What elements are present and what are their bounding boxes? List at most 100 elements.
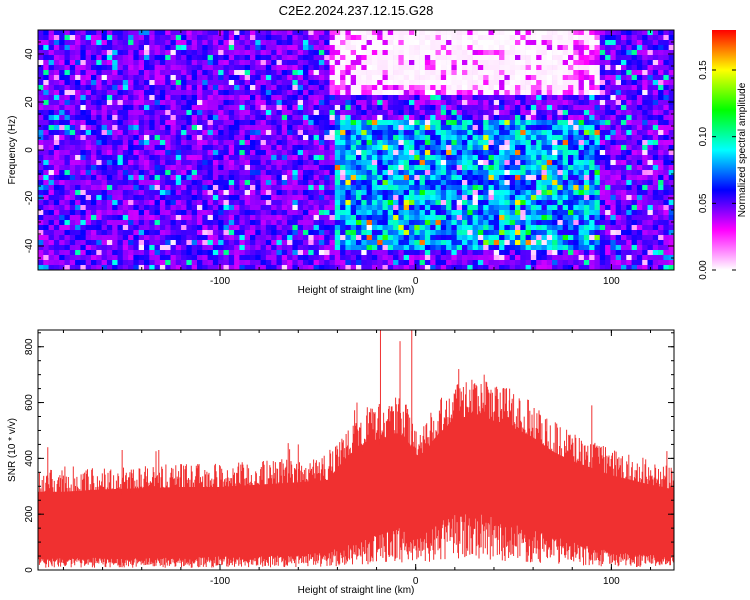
- heatmap-cell: [64, 40, 71, 46]
- heatmap-cell: [101, 125, 108, 131]
- heatmap-cell: [271, 90, 277, 96]
- heatmap-cell: [658, 125, 664, 131]
- heatmap-cell: [647, 225, 654, 231]
- heatmap-cell: [371, 45, 378, 51]
- heatmap-cell: [80, 65, 86, 71]
- heatmap-cell: [234, 210, 240, 216]
- heatmap-cell: [626, 185, 632, 191]
- heatmap-cell: [287, 65, 293, 71]
- heatmap-cell: [568, 40, 574, 46]
- heatmap-cell: [642, 80, 648, 86]
- heatmap-cell: [546, 80, 553, 86]
- heatmap-cell: [621, 80, 627, 86]
- heatmap-cell: [477, 185, 484, 191]
- heatmap-cell: [186, 40, 192, 46]
- heatmap-cell: [165, 75, 171, 81]
- heatmap-cell: [260, 65, 267, 71]
- heatmap-cell: [615, 130, 622, 136]
- heatmap-cell: [520, 135, 526, 141]
- heatmap-cell: [350, 90, 357, 96]
- heatmap-cell: [647, 80, 654, 86]
- heatmap-cell: [361, 105, 367, 111]
- heatmap-cell: [477, 205, 484, 211]
- heatmap-cell: [159, 120, 166, 126]
- heatmap-cell: [647, 105, 654, 111]
- heatmap-cell: [260, 135, 267, 141]
- heatmap-cell: [218, 230, 224, 236]
- heatmap-cell: [207, 200, 214, 206]
- heatmap-cell: [499, 90, 505, 96]
- heatmap-cell: [234, 220, 240, 226]
- heatmap-cell: [48, 140, 55, 146]
- heatmap-cell: [75, 215, 81, 221]
- heatmap-cell: [366, 30, 373, 36]
- heatmap-cell: [594, 170, 601, 176]
- heatmap-cell: [393, 150, 399, 156]
- heatmap-cell: [456, 50, 463, 56]
- heatmap-cell: [530, 50, 537, 56]
- heatmap-cell: [371, 225, 378, 231]
- heatmap-cell: [308, 125, 314, 131]
- heatmap-cell: [223, 150, 230, 156]
- heatmap-cell: [260, 45, 267, 51]
- heatmap-cell: [419, 145, 426, 151]
- heatmap-cell: [530, 225, 537, 231]
- heatmap-cell: [303, 55, 309, 61]
- heatmap-cell: [621, 55, 627, 61]
- heatmap-cell: [652, 160, 659, 166]
- heatmap-cell: [144, 205, 150, 211]
- heatmap-cell: [562, 30, 569, 36]
- heatmap-cell: [202, 165, 208, 171]
- heatmap-cell: [536, 200, 542, 206]
- heatmap-cell: [562, 170, 569, 176]
- heatmap-cell: [393, 55, 399, 61]
- heatmap-cell: [520, 50, 526, 56]
- heatmap-cell: [615, 225, 622, 231]
- heatmap-cell: [175, 210, 182, 216]
- heatmap-cell: [96, 135, 102, 141]
- heatmap-cell: [59, 90, 65, 96]
- heatmap-cell: [303, 125, 309, 131]
- heatmap-cell: [244, 75, 251, 81]
- heatmap-cell: [324, 65, 330, 71]
- heatmap-cell: [578, 110, 585, 116]
- heatmap-cell: [239, 70, 245, 76]
- heatmap-cell: [377, 60, 383, 66]
- heatmap-cell: [493, 190, 500, 196]
- heatmap-cell: [499, 105, 505, 111]
- heatmap-cell: [562, 45, 569, 51]
- heatmap-cell: [128, 55, 134, 61]
- heatmap-cell: [647, 120, 654, 126]
- heatmap-cell: [446, 150, 452, 156]
- heatmap-cell: [594, 105, 601, 111]
- heatmap-cell: [313, 90, 320, 96]
- heatmap-cell: [345, 180, 351, 186]
- heatmap-cell: [647, 90, 654, 96]
- heatmap-cell: [658, 95, 664, 101]
- heatmap-cell: [658, 105, 664, 111]
- heatmap-cell: [334, 205, 341, 211]
- heatmap-cell: [85, 80, 92, 86]
- heatmap-cell: [361, 210, 367, 216]
- heatmap-cell: [313, 155, 320, 161]
- heatmap-cell: [186, 185, 192, 191]
- heatmap-cell: [96, 30, 102, 36]
- heatmap-cell: [361, 215, 367, 221]
- heatmap-cell: [605, 230, 611, 236]
- heatmap-cell: [568, 225, 574, 231]
- heatmap-cell: [85, 155, 92, 161]
- heatmap-cell: [91, 225, 97, 231]
- heatmap-cell: [69, 180, 76, 186]
- heatmap-cell: [467, 170, 473, 176]
- heatmap-cell: [170, 195, 177, 201]
- heatmap-cell: [546, 125, 553, 131]
- heatmap-cell: [91, 60, 97, 66]
- heatmap-cell: [647, 185, 654, 191]
- heatmap-cell: [149, 65, 155, 71]
- heatmap-cell: [356, 210, 362, 216]
- heatmap-cell: [615, 95, 622, 101]
- heatmap-cell: [658, 50, 664, 56]
- heatmap-cell: [244, 225, 251, 231]
- heatmap-cell: [75, 135, 81, 141]
- heatmap-cell: [451, 55, 457, 61]
